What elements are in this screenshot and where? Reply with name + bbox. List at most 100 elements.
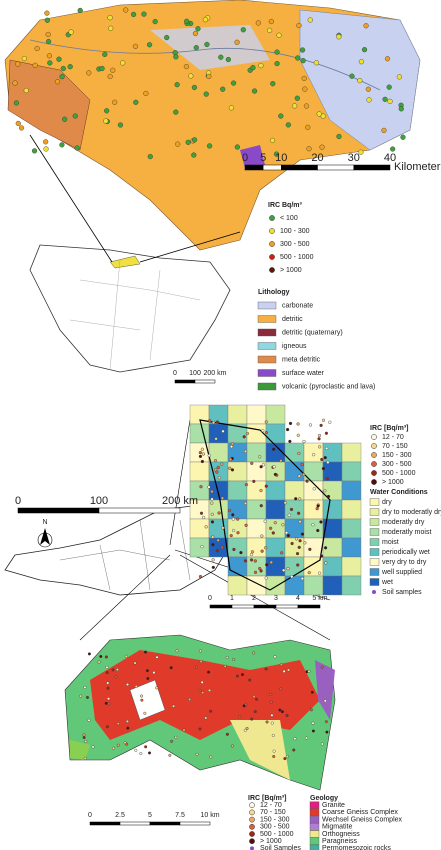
- legend-swatch: [371, 452, 377, 458]
- sample-point: [316, 111, 322, 117]
- sample-point: [358, 59, 365, 65]
- sample-point: [283, 501, 287, 505]
- sample-point: [104, 655, 108, 659]
- legend-title: Water Conditions: [370, 489, 428, 496]
- sample-point: [174, 735, 178, 739]
- sample-point: [253, 559, 257, 563]
- grid-cell: [265, 480, 286, 501]
- sample-point: [312, 487, 316, 491]
- sample-point: [117, 122, 124, 128]
- sample-point: [210, 489, 214, 494]
- sample-point: [172, 704, 176, 708]
- legend-swatch: [369, 508, 380, 516]
- legend-label: Soil Samples: [260, 845, 301, 850]
- sample-point: [259, 465, 263, 469]
- sample-point: [264, 420, 268, 424]
- sample-point: [278, 113, 284, 119]
- sample-point: [293, 737, 297, 741]
- scale-segment: [209, 604, 233, 609]
- sample-point: [296, 22, 302, 29]
- sample-point: [202, 515, 206, 520]
- sample-point: [320, 457, 324, 462]
- grid-cell: [284, 556, 305, 577]
- connector: [79, 554, 171, 641]
- sample-point: [300, 463, 304, 467]
- sample-point: [227, 508, 232, 513]
- grid-cell: [265, 404, 286, 425]
- sample-point: [301, 75, 307, 82]
- sample-point: [287, 668, 291, 672]
- sample-point: [235, 674, 239, 678]
- legend-label: surface water: [282, 370, 325, 377]
- sample-point: [305, 736, 309, 740]
- scale-label: 2.5: [115, 812, 125, 819]
- legend-label: meta detritic: [282, 356, 321, 363]
- sample-point: [31, 148, 38, 154]
- legend-swatch: [309, 815, 320, 824]
- sample-point: [270, 81, 276, 87]
- sample-point: [172, 50, 178, 56]
- sample-point: [220, 462, 224, 466]
- legend-swatch: [249, 816, 255, 823]
- sample-point: [252, 479, 256, 483]
- grid-cell: [303, 575, 324, 596]
- sample-point: [251, 88, 258, 94]
- sample-point: [225, 732, 229, 736]
- grid-cell: [322, 575, 343, 596]
- legend-swatch: [371, 434, 377, 440]
- sample-point: [54, 79, 61, 85]
- legend-swatch: [309, 830, 320, 838]
- sample-point: [214, 437, 218, 441]
- sample-point: [74, 145, 80, 151]
- sample-point: [77, 7, 83, 14]
- sample-point: [311, 721, 315, 725]
- sample-point: [133, 661, 137, 665]
- legend-swatch: [249, 838, 255, 845]
- legend-label: wet: [381, 579, 393, 586]
- sample-point: [23, 87, 29, 94]
- sample-point: [217, 476, 221, 480]
- sample-point: [312, 453, 316, 457]
- sample-point: [83, 756, 87, 760]
- sample-point: [273, 472, 277, 477]
- sample-point: [250, 550, 255, 554]
- legend-swatch: [309, 808, 320, 817]
- study-area: [109, 255, 141, 269]
- scale-label: 0: [173, 370, 177, 377]
- grid-cell: [189, 537, 210, 558]
- sample-point: [218, 54, 224, 60]
- sample-point: [206, 73, 212, 80]
- scale-label: 200 km: [162, 495, 198, 507]
- scale-segment: [89, 821, 121, 826]
- legend-label: Orthogneiss: [322, 831, 360, 838]
- sample-point: [221, 526, 225, 530]
- sample-point: [306, 146, 312, 152]
- sample-point: [319, 144, 325, 150]
- legend-swatch: [369, 498, 380, 506]
- sample-point: [211, 565, 215, 569]
- sample-point: [59, 74, 65, 80]
- legend-label: Coarse Gneiss Complex: [322, 809, 398, 816]
- sample-point: [217, 511, 221, 515]
- sample-point: [245, 726, 249, 730]
- sample-point: [143, 90, 149, 97]
- scale-segment: [174, 379, 196, 384]
- sample-point: [147, 154, 153, 160]
- scale-label: 100: [189, 370, 201, 377]
- sample-point: [125, 682, 129, 686]
- connector: [29, 134, 113, 263]
- sample-point: [264, 546, 268, 550]
- sample-point: [116, 743, 120, 747]
- sample-point: [207, 485, 211, 489]
- sample-point: [398, 106, 404, 112]
- legend-swatch: [269, 228, 275, 234]
- sample-point: [231, 528, 236, 533]
- sample-point: [225, 655, 229, 659]
- sample-point: [198, 727, 202, 731]
- sample-point: [170, 739, 174, 743]
- sample-point: [324, 561, 328, 565]
- sample-point: [311, 729, 315, 733]
- sample-point: [317, 571, 322, 575]
- scale-segment: [253, 604, 277, 609]
- legend-label: 500 - 1000: [260, 831, 294, 838]
